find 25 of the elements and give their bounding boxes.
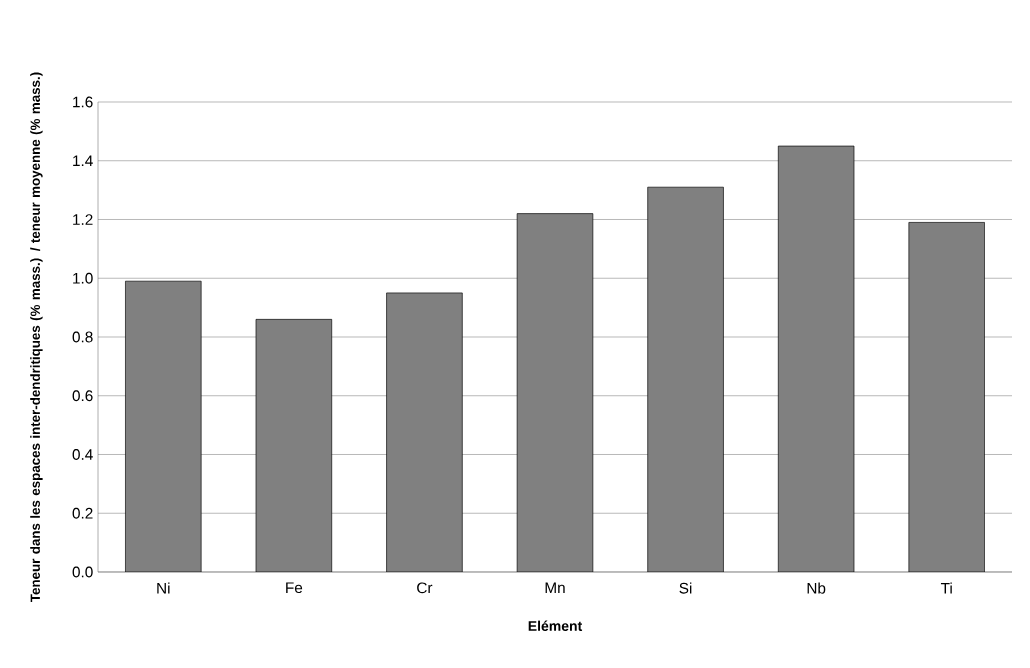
- bar: [125, 280, 202, 572]
- bar: [386, 292, 463, 572]
- bar: [647, 186, 724, 572]
- y-tick-label: 0.6: [72, 390, 93, 402]
- bar: [255, 319, 333, 572]
- y-tick-label: 1.4: [73, 155, 93, 167]
- x-tick-label: Ni: [157, 582, 170, 594]
- y-tick-label: 0.2: [72, 507, 93, 519]
- y-tick-label: 0.8: [72, 331, 93, 343]
- x-tick-label: Nb: [807, 582, 826, 594]
- y-axis-title: Teneur dans les espaces inter-dendritiques (% mass.) / teneur moyenne (% mass.): [30, 72, 43, 602]
- x-tick-label: Mn: [545, 582, 565, 593]
- bar: [516, 213, 594, 572]
- x-tick-label: Cr: [417, 582, 433, 594]
- y-tick-label: 0.4: [72, 449, 93, 460]
- bar: [777, 145, 855, 572]
- y-tick-label: 1.2: [73, 214, 93, 225]
- y-tick-label: 1.6: [73, 96, 93, 108]
- x-axis-title: Elément: [528, 620, 583, 631]
- x-tick-label: Ti: [940, 582, 952, 594]
- y-tick-label: 1.0: [73, 272, 93, 284]
- x-tick-label: Si: [679, 582, 692, 594]
- bar: [908, 222, 985, 572]
- x-tick-label: Fe: [286, 582, 303, 594]
- y-tick-label: 0.0: [72, 566, 93, 578]
